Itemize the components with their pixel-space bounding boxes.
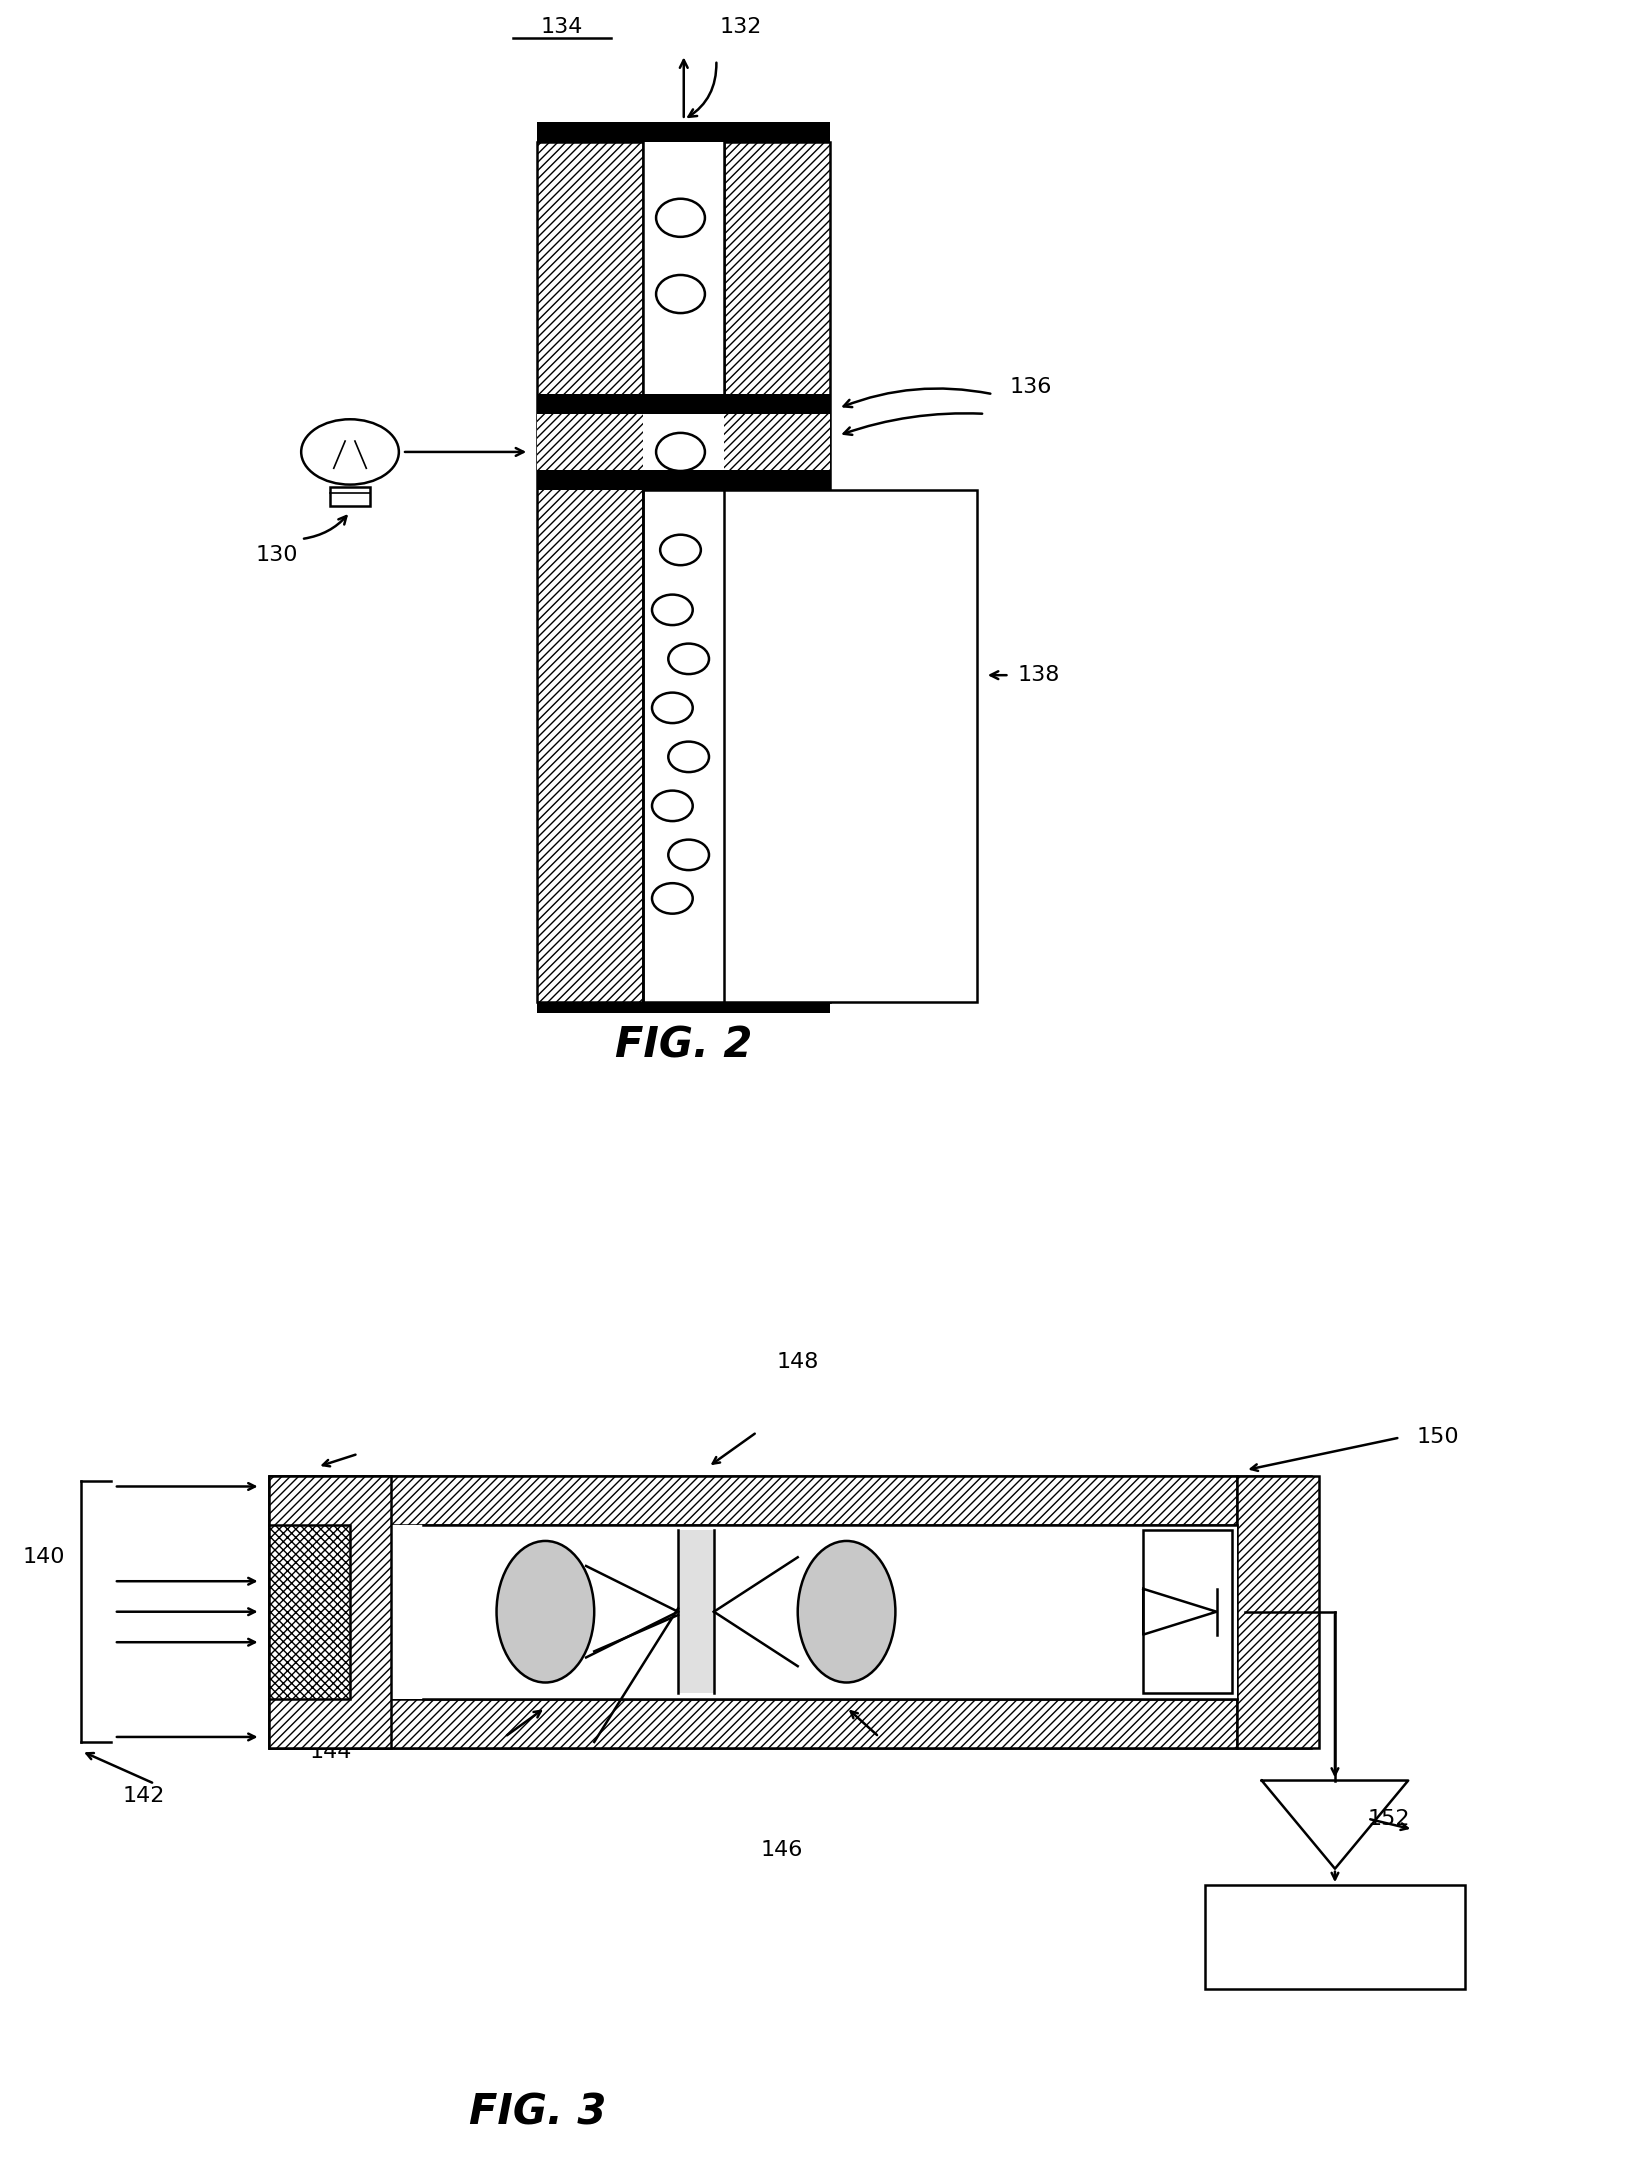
Ellipse shape [651,884,692,915]
Ellipse shape [656,198,705,237]
Text: 138: 138 [1018,664,1060,686]
Text: 152: 152 [1368,1808,1410,1830]
Bar [724,414,830,470]
Text: 148: 148 [777,1353,819,1372]
Bar [269,1477,1237,1525]
Bar [537,142,643,1002]
Text: FIG. 2: FIG. 2 [615,1024,752,1067]
Bar [537,1002,830,1013]
Text: 130: 130 [256,544,298,566]
Ellipse shape [798,1542,895,1681]
Bar [391,1525,1237,1699]
Ellipse shape [667,839,710,871]
Bar [1205,1884,1465,1989]
Bar [423,1525,1237,1699]
Bar [643,142,724,1002]
Bar [643,490,977,1002]
Ellipse shape [497,1542,594,1681]
Bar [677,1529,713,1694]
Ellipse shape [651,693,692,723]
Ellipse shape [656,274,705,314]
Bar [269,1477,1311,1747]
Bar [269,1525,350,1699]
Ellipse shape [651,791,692,821]
Text: 146: 146 [760,1840,803,1860]
Ellipse shape [667,741,710,773]
Ellipse shape [651,595,692,625]
Bar [1237,1477,1319,1747]
Ellipse shape [667,645,710,675]
Bar [724,142,830,1002]
Bar [537,122,830,142]
Bar [330,488,370,507]
Bar [269,1477,391,1747]
Bar [537,394,830,414]
Ellipse shape [661,536,702,566]
Text: 132: 132 [720,17,762,37]
Bar [1143,1529,1232,1694]
Text: 136: 136 [1009,377,1052,396]
Bar [643,414,724,470]
Text: 140: 140 [23,1546,65,1568]
Bar [537,414,643,470]
Text: 134: 134 [540,17,583,37]
Text: ANALOG
PROCESSING: ANALOG PROCESSING [1270,1923,1400,1962]
Ellipse shape [656,433,705,470]
Text: 150: 150 [1416,1427,1459,1448]
Bar [537,470,830,490]
Text: 142: 142 [122,1786,164,1806]
Text: FIG. 3: FIG. 3 [469,2091,606,2134]
Text: 144: 144 [309,1742,352,1762]
Circle shape [301,418,399,486]
Bar [269,1699,1237,1747]
